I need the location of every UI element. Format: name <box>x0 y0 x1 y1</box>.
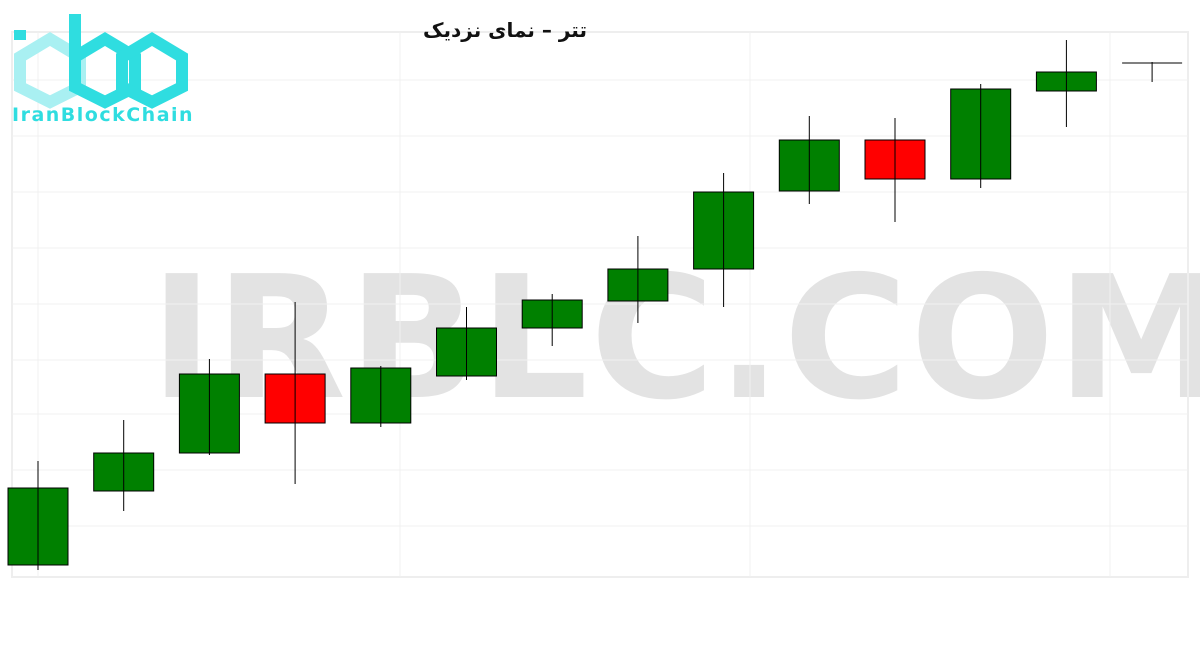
logo <box>10 10 190 114</box>
chart-title: تتر – نمای نزدیک <box>423 18 587 42</box>
logo-hexagons-icon <box>14 14 188 109</box>
grid <box>11 31 1189 578</box>
candles <box>7 40 1183 570</box>
logo-text: IranBlockChain <box>12 104 195 126</box>
